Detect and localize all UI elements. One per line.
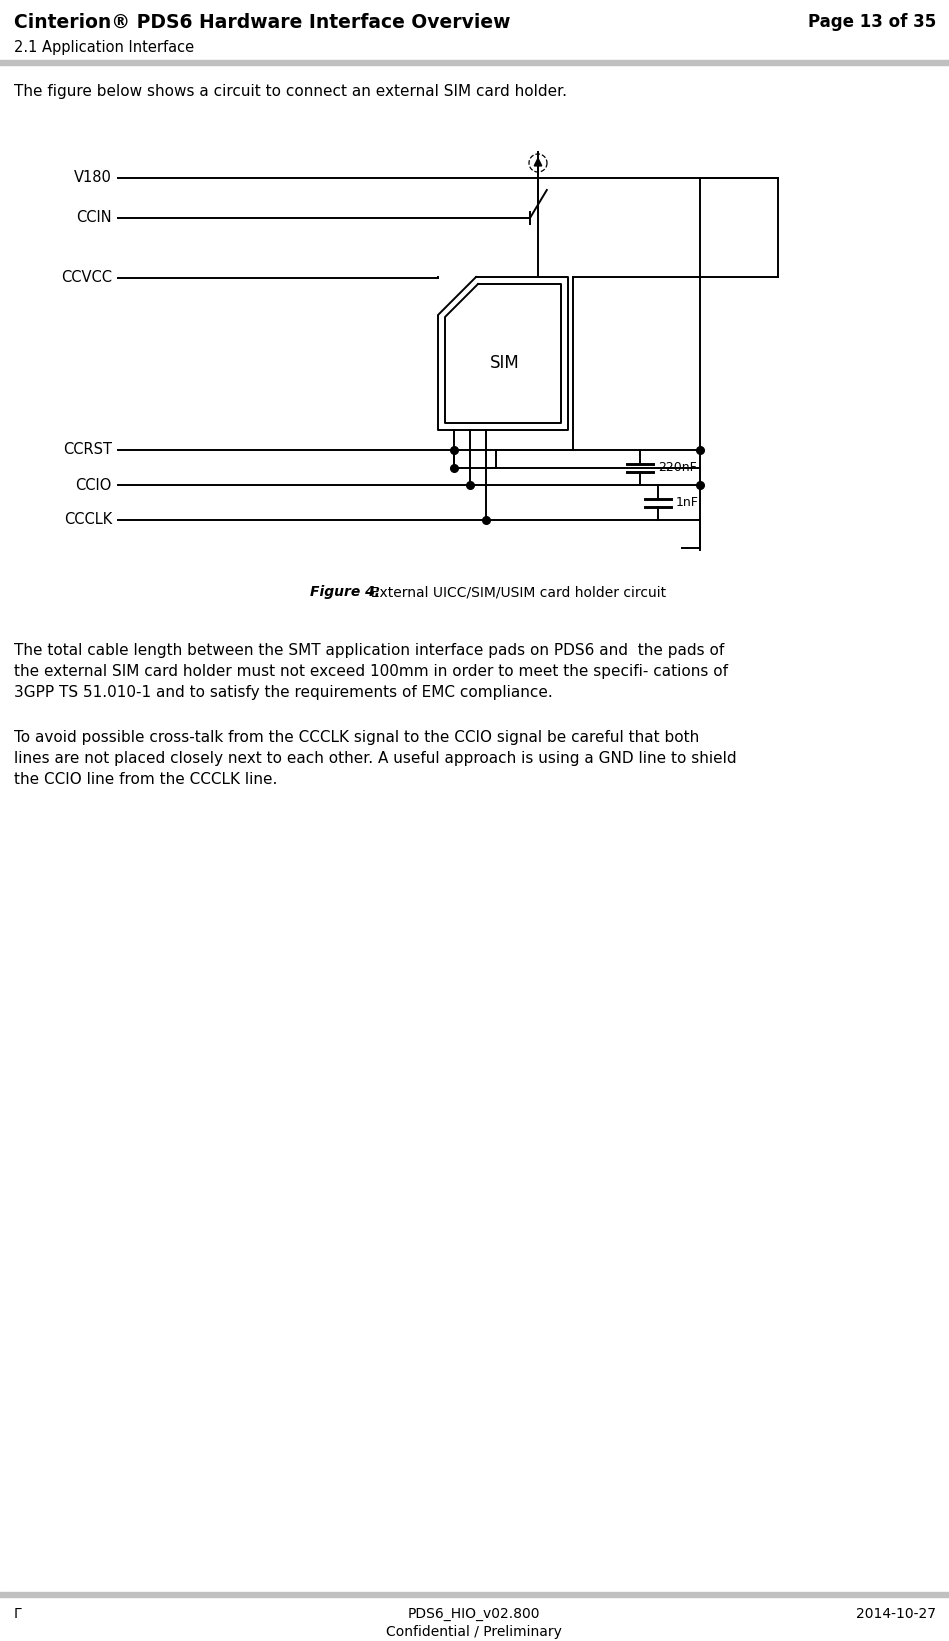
Text: The total cable length between the SMT application interface pads on PDS6 and  t: The total cable length between the SMT a… xyxy=(14,643,724,658)
Text: 2.1 Application Interface: 2.1 Application Interface xyxy=(14,39,195,56)
Text: CCIN: CCIN xyxy=(76,210,112,225)
Text: Cinterion® PDS6 Hardware Interface Overview: Cinterion® PDS6 Hardware Interface Overv… xyxy=(14,13,511,33)
Text: the external SIM card holder must not exceed 100mm in order to meet the specifi-: the external SIM card holder must not ex… xyxy=(14,665,728,679)
Text: Figure 4:: Figure 4: xyxy=(310,584,381,599)
Text: V180: V180 xyxy=(74,171,112,185)
Text: Γ: Γ xyxy=(14,1607,22,1621)
Text: Page 13 of 35: Page 13 of 35 xyxy=(808,13,936,31)
Text: External UICC/SIM/USIM card holder circuit: External UICC/SIM/USIM card holder circu… xyxy=(362,584,666,599)
Text: 220nF: 220nF xyxy=(658,461,697,474)
Text: To avoid possible cross-talk from the CCCLK signal to the CCIO signal be careful: To avoid possible cross-talk from the CC… xyxy=(14,730,699,745)
Text: 3GPP TS 51.010-1 and to satisfy the requirements of EMC compliance.: 3GPP TS 51.010-1 and to satisfy the requ… xyxy=(14,684,552,701)
Text: 2014-10-27: 2014-10-27 xyxy=(856,1607,936,1621)
Text: PDS6_HIO_v02.800: PDS6_HIO_v02.800 xyxy=(408,1607,540,1621)
Text: 1nF: 1nF xyxy=(676,496,698,509)
Text: Confidential / Preliminary: Confidential / Preliminary xyxy=(386,1625,562,1639)
Text: SIM: SIM xyxy=(490,354,520,373)
Text: The figure below shows a circuit to connect an external SIM card holder.: The figure below shows a circuit to conn… xyxy=(14,84,567,98)
Text: the CCIO line from the CCCLK line.: the CCIO line from the CCCLK line. xyxy=(14,771,277,788)
Text: CCCLK: CCCLK xyxy=(64,512,112,527)
Text: CCVCC: CCVCC xyxy=(61,271,112,286)
Text: CCIO: CCIO xyxy=(76,478,112,492)
Text: lines are not placed closely next to each other. A useful approach is using a GN: lines are not placed closely next to eac… xyxy=(14,752,736,766)
Text: CCRST: CCRST xyxy=(63,443,112,458)
